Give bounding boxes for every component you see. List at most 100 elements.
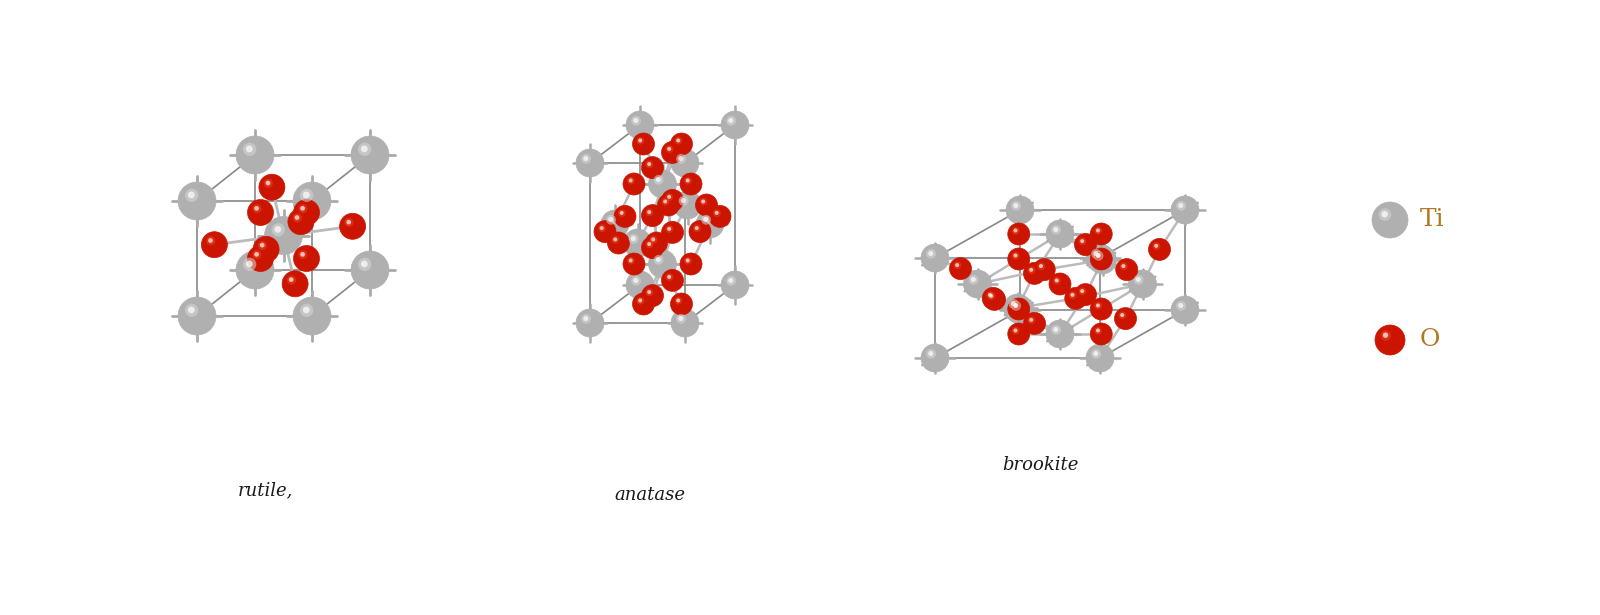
Circle shape: [344, 218, 354, 227]
Circle shape: [584, 156, 589, 161]
Circle shape: [1078, 287, 1086, 295]
Circle shape: [645, 288, 653, 296]
Circle shape: [362, 146, 368, 153]
Circle shape: [629, 234, 638, 244]
Circle shape: [259, 243, 264, 247]
Circle shape: [1382, 333, 1389, 338]
Circle shape: [661, 198, 669, 205]
Circle shape: [1090, 323, 1112, 345]
Circle shape: [1037, 263, 1045, 270]
Circle shape: [648, 250, 677, 278]
Circle shape: [301, 189, 314, 202]
Circle shape: [350, 136, 389, 174]
Circle shape: [1176, 301, 1186, 311]
Circle shape: [254, 206, 259, 211]
Circle shape: [1011, 227, 1019, 234]
Circle shape: [642, 237, 664, 258]
Circle shape: [949, 258, 971, 280]
Text: anatase: anatase: [614, 486, 685, 504]
Circle shape: [645, 232, 667, 254]
Circle shape: [701, 199, 706, 204]
Circle shape: [602, 210, 629, 238]
Circle shape: [1094, 252, 1102, 260]
Circle shape: [667, 227, 670, 231]
Circle shape: [1136, 277, 1141, 282]
Circle shape: [584, 316, 589, 321]
Circle shape: [928, 251, 933, 256]
Circle shape: [1094, 251, 1104, 261]
Circle shape: [208, 238, 213, 243]
Circle shape: [362, 261, 368, 268]
Circle shape: [968, 275, 979, 285]
Circle shape: [301, 252, 306, 256]
Circle shape: [1093, 351, 1098, 356]
Circle shape: [986, 292, 994, 299]
Circle shape: [715, 211, 718, 215]
Circle shape: [186, 189, 198, 202]
Circle shape: [606, 215, 616, 224]
Circle shape: [1128, 270, 1157, 298]
Circle shape: [1379, 208, 1392, 221]
Circle shape: [264, 179, 274, 188]
Circle shape: [1029, 318, 1034, 322]
Circle shape: [1093, 251, 1098, 256]
Circle shape: [678, 156, 683, 161]
Circle shape: [709, 205, 731, 228]
Circle shape: [1090, 298, 1112, 320]
Circle shape: [694, 226, 699, 230]
Circle shape: [726, 276, 736, 286]
Circle shape: [1011, 301, 1016, 306]
Circle shape: [608, 217, 613, 222]
Circle shape: [685, 177, 691, 184]
Circle shape: [704, 217, 709, 222]
Circle shape: [266, 181, 270, 185]
Text: brookite: brookite: [1002, 456, 1078, 474]
Circle shape: [206, 236, 216, 245]
Circle shape: [648, 170, 677, 198]
Circle shape: [1381, 330, 1390, 341]
Circle shape: [678, 196, 688, 205]
Circle shape: [677, 298, 680, 303]
Circle shape: [922, 244, 949, 272]
Circle shape: [293, 245, 320, 271]
Circle shape: [677, 314, 686, 323]
Circle shape: [581, 154, 590, 164]
Circle shape: [634, 278, 638, 283]
Circle shape: [1096, 229, 1099, 232]
Circle shape: [629, 178, 632, 183]
Circle shape: [648, 210, 651, 214]
Text: Ti: Ti: [1421, 208, 1445, 231]
Circle shape: [1154, 244, 1158, 248]
Circle shape: [648, 290, 651, 294]
Circle shape: [1053, 327, 1058, 332]
Circle shape: [1094, 302, 1102, 309]
Circle shape: [254, 252, 259, 256]
Circle shape: [298, 204, 307, 213]
Circle shape: [594, 221, 616, 242]
Circle shape: [1171, 196, 1198, 224]
Circle shape: [608, 232, 629, 254]
Circle shape: [654, 255, 664, 264]
Circle shape: [675, 137, 682, 145]
Circle shape: [1011, 302, 1019, 309]
Circle shape: [677, 154, 686, 164]
Circle shape: [253, 250, 261, 259]
Circle shape: [1046, 220, 1074, 248]
Circle shape: [301, 206, 306, 211]
Circle shape: [714, 209, 720, 217]
Circle shape: [1027, 316, 1035, 324]
Circle shape: [624, 229, 651, 257]
Circle shape: [626, 271, 654, 299]
Circle shape: [987, 293, 992, 297]
Circle shape: [288, 208, 314, 235]
Circle shape: [1096, 328, 1099, 333]
Circle shape: [298, 250, 307, 259]
Circle shape: [237, 136, 274, 174]
Circle shape: [600, 226, 603, 230]
Circle shape: [642, 157, 664, 178]
Circle shape: [1024, 312, 1045, 335]
Circle shape: [722, 111, 749, 139]
Circle shape: [1091, 349, 1101, 359]
Circle shape: [350, 251, 389, 289]
Circle shape: [614, 205, 637, 228]
